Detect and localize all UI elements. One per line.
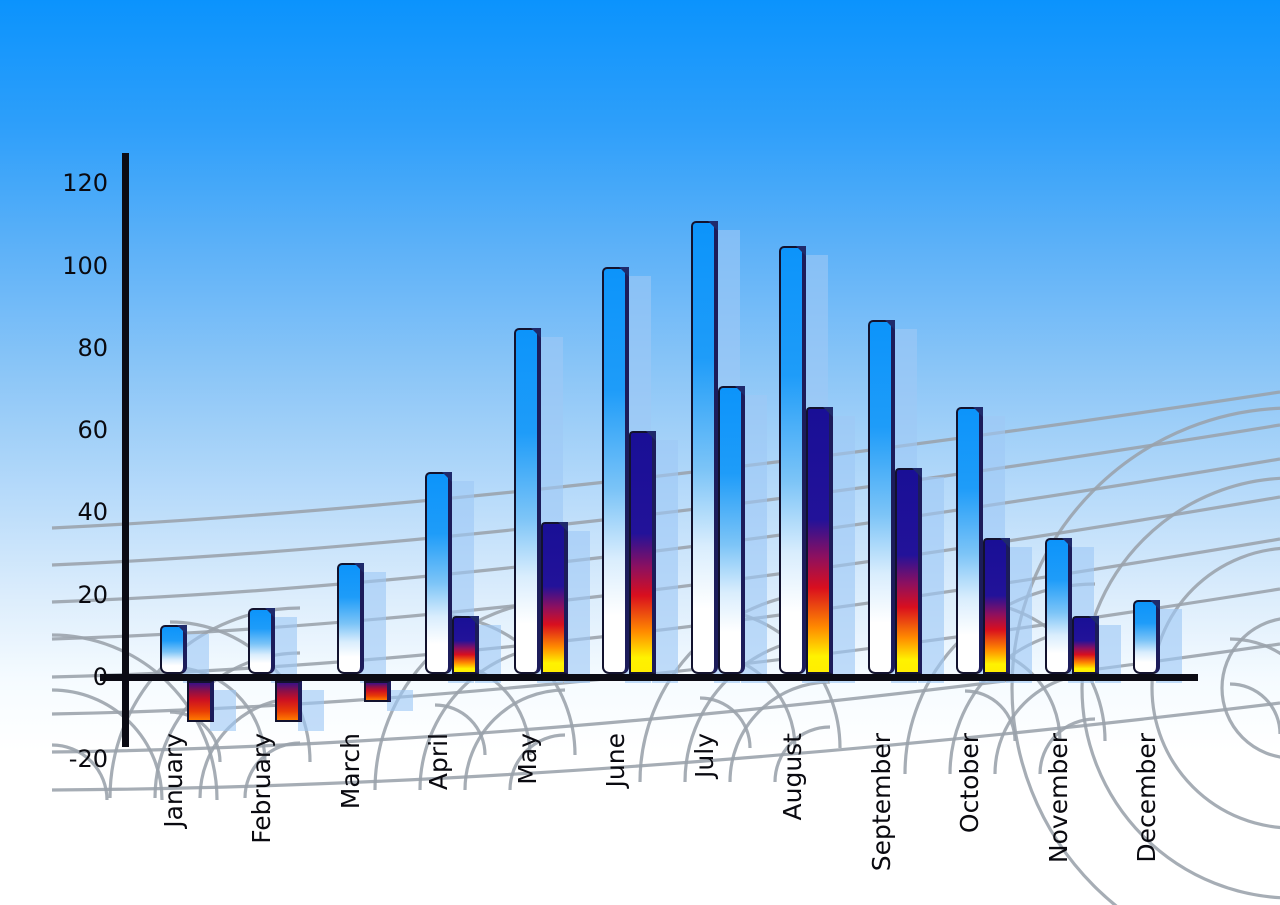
x-tick-label-may: May	[513, 733, 542, 785]
bar-shadow	[1006, 547, 1032, 683]
y-tick-label-60: 60	[77, 416, 108, 444]
bar-shadow	[298, 690, 324, 731]
x-axis-line	[100, 674, 1198, 681]
bar-bevel-corner	[177, 625, 187, 635]
x-tick-label-november: November	[1044, 733, 1073, 864]
bar-february-secondary	[275, 681, 302, 722]
bar-february-primary	[248, 608, 275, 674]
bar-bevel-corner	[885, 320, 895, 330]
bar-bevel-corner	[354, 563, 364, 573]
bar-bevel-corner	[469, 616, 479, 626]
bar-shadow	[475, 625, 501, 683]
bar-january-secondary	[187, 681, 214, 722]
x-tick-label-august: August	[778, 733, 807, 821]
x-tick-label-march: March	[336, 733, 365, 810]
bar-july-secondary	[718, 386, 745, 674]
y-tick-label-120: 120	[62, 169, 108, 197]
x-tick-label-june: June	[601, 733, 630, 788]
bar-shadow	[1095, 625, 1121, 683]
bar-shadow	[652, 440, 678, 683]
bar-april-secondary	[452, 616, 479, 674]
bar-shadow	[1156, 609, 1182, 683]
y-axis-line	[122, 153, 129, 747]
y-tick-label-0: 0	[92, 663, 108, 691]
bar-november-primary	[1045, 538, 1072, 674]
bar-july-primary	[691, 221, 718, 674]
bar-bevel-corner	[796, 246, 806, 256]
bar-bevel-corner	[973, 407, 983, 417]
bar-november-secondary	[1072, 616, 1099, 674]
y-tick-label-80: 80	[77, 334, 108, 362]
bar-bevel-corner	[442, 472, 452, 482]
bar-shadow	[741, 395, 767, 683]
bar-shadow	[918, 477, 944, 683]
x-tick-label-september: September	[867, 733, 896, 872]
bar-december-primary	[1133, 600, 1160, 674]
x-tick-label-april: April	[424, 733, 453, 791]
bar-bevel-corner	[1150, 600, 1160, 610]
x-tick-label-july: July	[690, 733, 719, 778]
bar-june-primary	[602, 267, 629, 674]
x-tick-label-december: December	[1132, 733, 1161, 863]
bar-bevel-corner	[265, 608, 275, 618]
bar-march-secondary	[364, 681, 391, 702]
bar-bevel-corner	[823, 407, 833, 417]
y-tick-label--20: -20	[68, 745, 108, 773]
bar-september-secondary	[895, 468, 922, 674]
y-tick-label-40: 40	[77, 498, 108, 526]
bar-shadow	[829, 416, 855, 683]
bar-october-secondary	[983, 538, 1010, 674]
bar-bevel-corner	[912, 468, 922, 478]
bar-bevel-corner	[531, 328, 541, 338]
bar-shadow	[210, 690, 236, 731]
bar-may-secondary	[541, 522, 568, 674]
bar-bevel-corner	[1000, 538, 1010, 548]
bar-april-primary	[425, 472, 452, 674]
bar-shadow	[360, 572, 386, 683]
bar-shadow	[564, 531, 590, 683]
x-tick-label-february: February	[247, 733, 276, 844]
bar-september-primary	[868, 320, 895, 674]
bar-shadow	[271, 617, 297, 683]
x-tick-label-january: January	[159, 733, 188, 828]
bar-october-primary	[956, 407, 983, 674]
x-tick-label-october: October	[955, 733, 984, 834]
bar-june-secondary	[629, 431, 656, 674]
bar-august-primary	[779, 246, 806, 674]
bar-bevel-corner	[1062, 538, 1072, 548]
bar-bevel-corner	[619, 267, 629, 277]
bar-bevel-corner	[735, 386, 745, 396]
bar-march-primary	[337, 563, 364, 674]
y-tick-label-20: 20	[77, 581, 108, 609]
y-tick-label-100: 100	[62, 252, 108, 280]
bar-august-secondary	[806, 407, 833, 674]
bar-may-primary	[514, 328, 541, 674]
bar-shadow	[387, 690, 413, 711]
bar-bevel-corner	[708, 221, 718, 231]
bar-bevel-corner	[558, 522, 568, 532]
bar-bevel-corner	[1089, 616, 1099, 626]
bar-bevel-corner	[646, 431, 656, 441]
bar-january-primary	[160, 625, 187, 674]
